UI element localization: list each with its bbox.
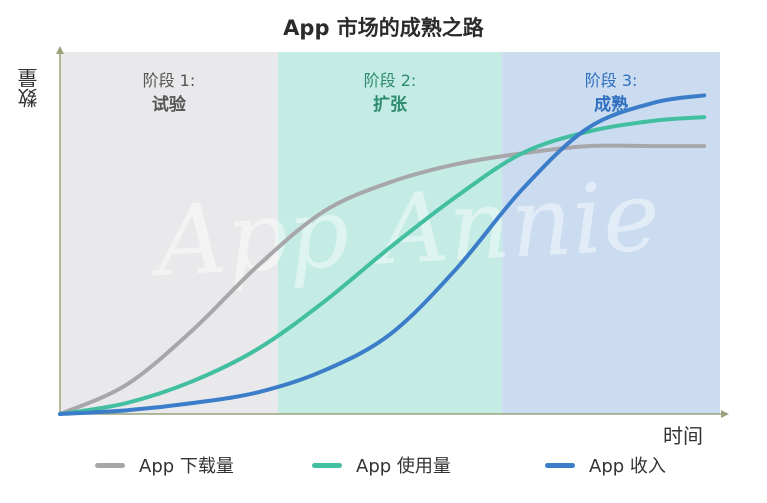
axes [56,46,729,418]
y-axis-arrow [56,46,64,54]
legend-label: App 收入 [589,456,666,477]
legend-label: App 使用量 [356,456,451,477]
stage-3-title: 成熟 [594,94,628,115]
stage-labels: 阶段 1: 试验 阶段 2: 扩张 阶段 3: 成熟 [143,71,638,115]
stage-1-name: 阶段 1: [143,71,196,90]
legend: App 下载量 App 使用量 App 收入 [0,452,767,482]
legend-swatch [545,462,575,468]
stage-bands [60,52,720,414]
stage-2-title: 扩张 [373,94,408,115]
stage-2-name: 阶段 2: [364,71,417,90]
stage-band-3 [502,52,720,414]
stage-band-2 [277,52,503,414]
series-lines [58,93,707,416]
chart-title: App 市场的成熟之路 [283,16,484,40]
legend-label: App 下载量 [139,456,234,477]
x-axis-arrow [721,410,729,418]
legend-item: App 收入 [545,452,666,478]
watermark: App Annie [146,160,662,299]
legend-item: App 下载量 [95,452,234,478]
legend-swatch [95,462,125,468]
series-line-3 [58,93,707,416]
legend-swatch [312,462,342,468]
x-axis-label: 时间 [663,424,703,448]
stage-1-title: 试验 [152,94,187,115]
series-line-1 [58,143,707,416]
legend-item: App 使用量 [312,452,451,478]
series-line-2 [58,115,707,416]
stage-3-name: 阶段 3: [585,71,638,90]
